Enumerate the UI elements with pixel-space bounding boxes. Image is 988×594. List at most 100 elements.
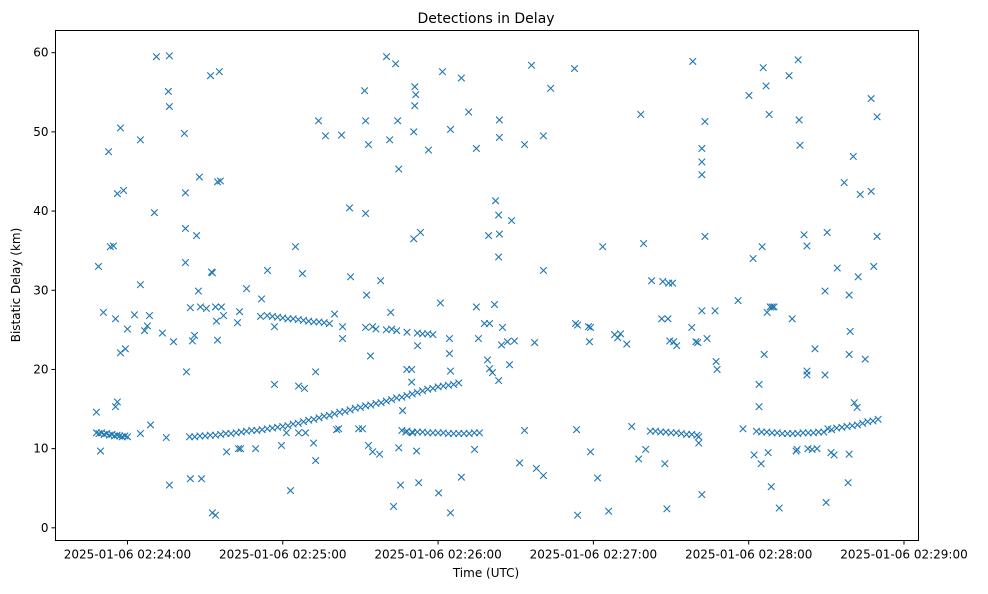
- data-point: [332, 425, 341, 434]
- data-point: [867, 187, 875, 195]
- data-point: [711, 307, 719, 315]
- data-point: [429, 330, 437, 339]
- data-point: [136, 281, 145, 289]
- plot-frame: [55, 30, 919, 541]
- data-point: [346, 406, 354, 414]
- data-point: [424, 146, 433, 154]
- data-point: [299, 418, 308, 426]
- data-point: [475, 429, 484, 437]
- data-point: [874, 415, 882, 424]
- data-point: [520, 140, 529, 149]
- data-point: [584, 322, 593, 331]
- data-point: [573, 511, 582, 519]
- x-tick-label: 2025-01-06 02:27:00: [530, 548, 657, 562]
- data-point: [263, 266, 272, 275]
- data-point: [532, 464, 541, 473]
- data-point: [750, 451, 758, 459]
- data-point: [186, 475, 195, 483]
- data-point: [658, 315, 666, 323]
- data-point: [181, 258, 190, 267]
- data-point: [844, 479, 852, 487]
- data-point: [366, 352, 375, 360]
- chart-title: Detections in Delay: [417, 11, 554, 27]
- data-point: [764, 448, 772, 457]
- data-point: [367, 401, 375, 409]
- data-point: [698, 170, 706, 179]
- data-point: [412, 90, 420, 99]
- data-point: [219, 311, 228, 320]
- data-point: [321, 132, 330, 140]
- data-point: [407, 378, 416, 386]
- data-point: [158, 329, 167, 337]
- data-point: [446, 367, 455, 375]
- data-point: [457, 473, 466, 481]
- data-point: [853, 421, 862, 429]
- data-point: [800, 231, 808, 239]
- data-point: [770, 303, 778, 311]
- data-point: [113, 189, 122, 198]
- data-point: [692, 338, 700, 346]
- data-point: [411, 102, 419, 110]
- data-point: [202, 304, 211, 313]
- data-point: [758, 243, 766, 251]
- data-point: [767, 482, 775, 491]
- data-point: [398, 406, 407, 415]
- data-point: [165, 481, 174, 489]
- data-point: [402, 428, 410, 436]
- data-point: [294, 429, 303, 437]
- data-point: [759, 64, 767, 72]
- data-point: [623, 340, 631, 348]
- data-point: [376, 277, 385, 285]
- data-point: [498, 323, 507, 332]
- data-point: [309, 439, 318, 447]
- data-point: [483, 356, 492, 364]
- data-point: [785, 71, 793, 80]
- y-tick-label: 60: [33, 46, 48, 60]
- data-point: [410, 128, 418, 136]
- data-point: [356, 403, 365, 412]
- data-point: [745, 91, 753, 100]
- data-point: [145, 311, 154, 320]
- data-point: [169, 338, 178, 346]
- y-axis-label: Bistatic Delay (km): [9, 228, 23, 343]
- data-point: [208, 269, 217, 277]
- data-point: [701, 232, 709, 241]
- data-point: [757, 459, 765, 468]
- x-tick-label: 2025-01-06 02:29:00: [840, 548, 967, 562]
- y-tick-label: 10: [33, 442, 48, 456]
- data-point: [341, 407, 349, 416]
- data-point: [490, 300, 499, 309]
- data-point: [411, 83, 419, 91]
- data-point: [416, 228, 425, 237]
- data-point: [294, 382, 303, 390]
- data-point: [795, 116, 803, 124]
- data-point: [647, 277, 656, 285]
- data-point: [345, 204, 354, 212]
- data-point: [234, 444, 243, 453]
- data-point: [688, 323, 696, 332]
- data-point: [311, 456, 320, 465]
- data-point: [858, 419, 867, 427]
- data-point: [457, 74, 466, 82]
- data-point: [346, 273, 355, 281]
- data-point: [796, 141, 804, 150]
- data-point: [165, 52, 174, 60]
- data-point: [845, 350, 853, 359]
- data-point: [823, 228, 831, 237]
- data-point: [92, 408, 101, 416]
- data-point: [206, 71, 215, 80]
- data-point: [311, 368, 320, 376]
- y-tick-label: 0: [41, 521, 49, 535]
- data-point: [445, 334, 454, 343]
- data-point: [539, 132, 548, 140]
- data-point: [113, 431, 121, 439]
- data-point: [109, 242, 118, 250]
- data-point: [361, 209, 370, 218]
- data-point: [861, 355, 869, 363]
- data-point: [196, 303, 205, 311]
- data-point: [410, 235, 418, 243]
- data-point: [165, 102, 174, 111]
- data-point: [387, 308, 395, 317]
- data-point: [634, 455, 643, 463]
